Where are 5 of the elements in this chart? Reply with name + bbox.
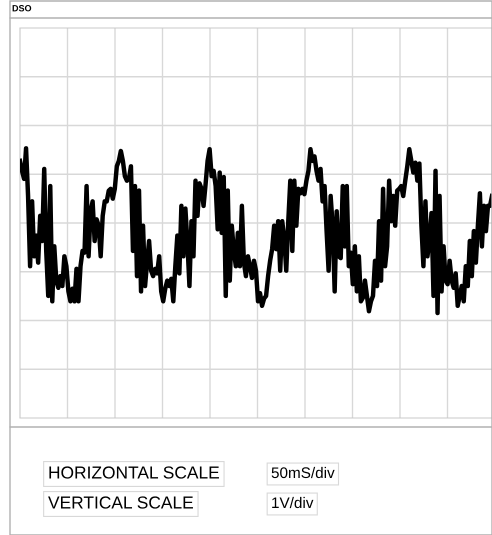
text: 1V/div (272, 496, 314, 508)
text: VERTICAL SCALE (48, 496, 193, 509)
text: HORIZONTAL SCALE (49, 466, 219, 479)
chart-title: DSO (12, 5, 32, 12)
text: 50mS/div (272, 466, 335, 478)
